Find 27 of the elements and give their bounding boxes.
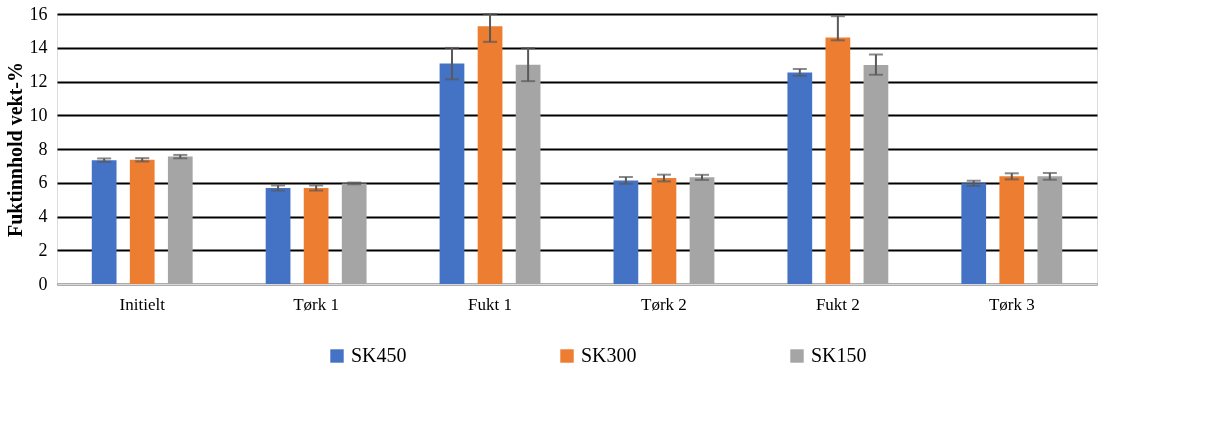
x-tick-label: Fukt 1 [468,294,513,314]
x-tick-label: Tørk 1 [293,294,340,314]
bar [439,63,465,284]
y-tick-label: 16 [29,3,48,24]
bar [863,64,889,284]
x-tick-label: Tørk 3 [988,294,1035,314]
bar [825,37,851,284]
bar [91,160,117,284]
bar [477,26,503,284]
y-tick-label: 10 [29,104,48,125]
x-tick-label: Fukt 2 [815,294,860,314]
x-tick-label: Tørk 2 [641,294,687,314]
legend-label: SK450 [351,344,407,366]
y-tick-label: 2 [38,239,48,260]
y-tick-label: 12 [29,71,48,91]
y-tick-label: 6 [38,172,48,193]
legend-label: SK150 [811,344,867,366]
y-tick-label: 0 [38,273,48,294]
y-tick-label: 8 [38,138,48,159]
bar [129,159,155,284]
bar [515,64,541,284]
y-axis-title: Fuktinnhold vekt-% [3,61,26,238]
x-tick-label: Initielt [119,294,166,314]
y-tick-label: 14 [29,37,48,58]
bar [341,183,367,284]
y-tick-label: 4 [38,206,48,226]
legend-label: SK300 [581,344,637,366]
